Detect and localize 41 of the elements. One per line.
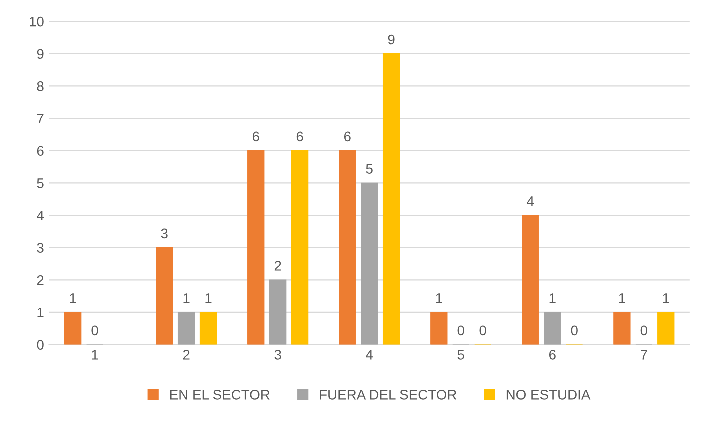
data-label: 1 [436, 294, 442, 304]
data-label: 9 [388, 34, 395, 45]
data-label: 5 [366, 164, 373, 174]
data-label: 1 [550, 294, 556, 304]
x-tick-label: 1 [92, 350, 98, 360]
x-tick-label: 3 [274, 350, 282, 360]
y-tick-label: 3 [37, 243, 44, 253]
y-tick-label: 10 [30, 16, 44, 27]
data-label: 0 [480, 326, 486, 336]
y-tick-label: 8 [37, 82, 44, 92]
y-tick-label: 2 [37, 275, 44, 286]
y-tick-label: 9 [37, 49, 44, 60]
data-label: 6 [252, 132, 260, 142]
x-tick-label: 2 [183, 350, 190, 360]
data-label: 6 [344, 132, 351, 142]
data-label: 0 [571, 326, 578, 336]
data-label: 3 [161, 228, 168, 239]
data-label: 1 [70, 294, 76, 304]
y-tick-label: 7 [37, 114, 44, 124]
y-tick-label: 6 [37, 146, 44, 156]
x-tick-label: 4 [366, 350, 374, 360]
data-label: 2 [274, 261, 282, 271]
data-label: 1 [206, 294, 212, 304]
data-label: 0 [458, 326, 464, 336]
data-label: 4 [527, 196, 534, 206]
data-label: 6 [296, 132, 304, 142]
legend-label: FUERA DEL SECTOR [320, 390, 457, 400]
y-tick-label: 4 [37, 210, 44, 221]
y-tick-label: 1 [38, 308, 44, 318]
data-label: 1 [619, 294, 626, 304]
x-tick-label: 5 [458, 350, 464, 360]
x-tick-label: 6 [549, 350, 556, 360]
y-tick-label: 0 [37, 340, 44, 350]
y-tick-label: 5 [37, 178, 44, 188]
legend-label: NO ESTUDIA [506, 390, 591, 400]
data-label: 1 [663, 294, 670, 304]
data-label: 0 [640, 326, 648, 336]
x-tick-label: 7 [641, 350, 648, 360]
data-label: 1 [184, 294, 190, 304]
data-label: 0 [92, 326, 98, 336]
legend-label: EN EL SECTOR [170, 390, 270, 400]
